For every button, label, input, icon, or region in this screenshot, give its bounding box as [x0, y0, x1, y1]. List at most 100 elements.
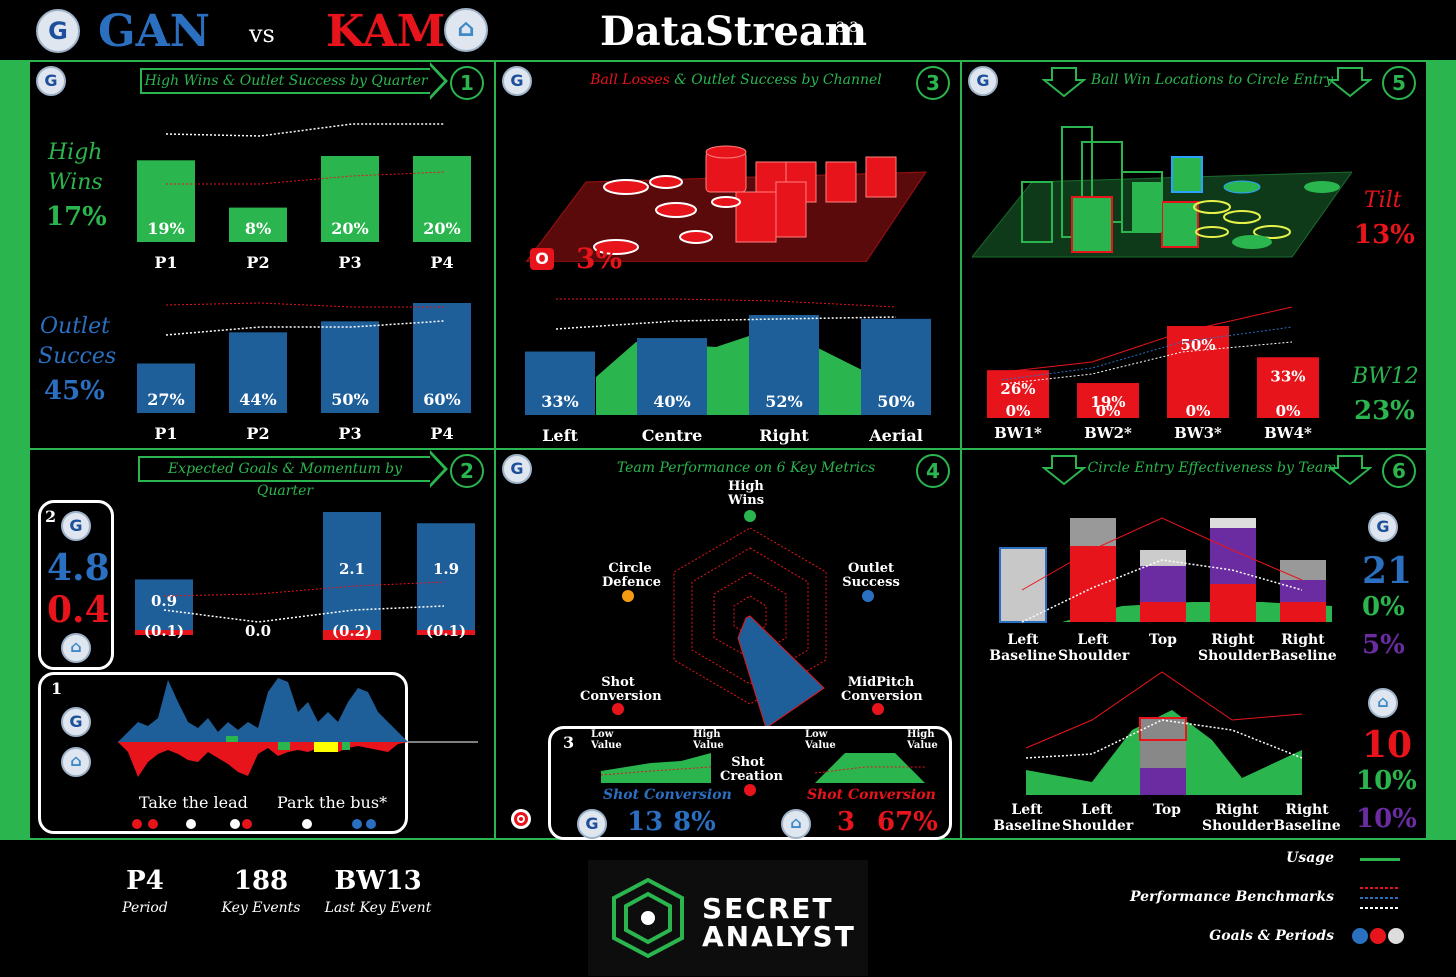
bw-category-label: BW3* — [1174, 424, 1222, 442]
high-wins-value: 17% — [46, 202, 107, 232]
panel-team-performance: Team Performance on 6 Key Metrics 4 High… — [494, 448, 962, 840]
bar-value-label: 20% — [423, 219, 460, 238]
radar-dot-creation — [744, 784, 756, 796]
xg-against-label: (0.2) — [332, 622, 372, 640]
circle-entry-category-label: Left Shoulder — [1062, 802, 1134, 834]
home-logo-icon — [502, 66, 532, 96]
ball-win-chart: 26%0%BW1*19%0%BW2*50%0%BW3*33%0%BW4* — [987, 306, 1319, 442]
circle-entry-category-label: Left Baseline — [989, 632, 1057, 664]
legend-goals-label: Goals & Periods — [1209, 928, 1334, 944]
circle-entry-category-label: Top — [1153, 802, 1181, 818]
radar-dot-high-wins — [744, 510, 756, 522]
panel-number: 1 — [450, 66, 484, 100]
xg-value-label: 2.1 — [339, 560, 365, 578]
xg-value-label: 0.9 — [151, 592, 177, 610]
panel-expected-goals: Expected Goals & Momentum by Quarter 2 2… — [28, 448, 496, 840]
bw-sub-label: 0% — [1096, 402, 1121, 420]
bw-sub-label: 0% — [1276, 402, 1301, 420]
away-green-pct: 10% — [1356, 766, 1417, 796]
ball-loss-pitch-3d — [526, 145, 927, 262]
circle-entry-category-label: Top — [1149, 632, 1177, 648]
bar-value-label: 44% — [239, 390, 276, 409]
away-purple-pct: 10% — [1356, 804, 1417, 834]
bar-right — [749, 315, 819, 415]
bar-value-label: 50% — [331, 390, 368, 409]
last-event-label: Last Key Event — [324, 900, 432, 916]
panel-title: Ball Win Locations to Circle Entry — [1090, 72, 1334, 88]
panel-title: Expected Goals & Momentum by Quarter — [138, 450, 448, 499]
panel-number: 2 — [450, 454, 484, 488]
events-label: Key Events — [221, 900, 301, 916]
away-entries: 10 — [1362, 724, 1413, 766]
panel-title: Ball Losses & Outlet Success by Channel — [590, 72, 882, 88]
category-label: P4 — [430, 253, 453, 272]
right-side-bar — [1428, 60, 1456, 840]
down-arrow-icon — [1328, 67, 1372, 98]
circle-entry-category-label: Left Baseline — [993, 802, 1061, 834]
home-green-pct: 0% — [1362, 592, 1405, 622]
left-side-bar — [0, 60, 28, 840]
bw-bar — [1257, 357, 1319, 418]
radar-label-high-wins: High Wins — [727, 479, 765, 508]
away-logo-icon — [61, 747, 91, 777]
legend-usage-line — [1360, 858, 1400, 861]
away-logo-icon — [781, 809, 811, 839]
goal-period-markers — [132, 819, 376, 829]
home-logo-icon — [502, 454, 532, 484]
away-xg-value: 0.4 — [47, 589, 110, 631]
bw-value-label: 50% — [1180, 336, 1215, 354]
bw-bar — [1077, 383, 1139, 418]
bw-sub-label: 0% — [1186, 402, 1211, 420]
take-lead-label: Take the lead — [139, 793, 248, 812]
bw-value-label: 26% — [1000, 380, 1035, 398]
category-label: P4 — [430, 424, 453, 443]
category-label: Right — [759, 426, 809, 445]
radar-dot-outlet — [862, 590, 874, 602]
tilt-label: Tilt — [1364, 188, 1402, 213]
category-label: Left — [542, 426, 578, 445]
xg-bar — [417, 523, 475, 630]
bar-value-label: 50% — [877, 392, 914, 411]
category-label: P1 — [154, 253, 177, 272]
circle-entry-category-label: Right Shoulder — [1202, 802, 1274, 834]
ball-win-pitch-3d — [972, 126, 1352, 258]
home-team-logo-icon — [36, 9, 80, 53]
outlet-value: 45% — [44, 376, 105, 406]
bar-p2 — [229, 207, 287, 242]
bar-p1 — [137, 160, 195, 242]
category-label: Centre — [642, 426, 703, 445]
bw-category-label: BW1* — [994, 424, 1042, 442]
away-logo-icon — [61, 633, 91, 663]
bar-p3 — [321, 156, 379, 242]
down-arrow-icon — [1042, 455, 1086, 486]
home-logo-icon — [577, 809, 607, 839]
bw-bar — [1167, 326, 1229, 418]
home-purple-pct: 5% — [1362, 630, 1405, 660]
last-event-value: BW13 — [334, 866, 422, 896]
xg-against-bar — [323, 630, 381, 640]
box-number: 2 — [45, 507, 57, 526]
bar-left — [525, 351, 595, 415]
panel-ball-losses: Ball Losses & Outlet Success by Channel … — [494, 60, 962, 450]
category-label: P3 — [338, 253, 361, 272]
panel-title: High Wins & Outlet Success by Quarter — [140, 62, 448, 100]
xg-value-label: 0.0 — [245, 622, 271, 640]
bar-value-label: 40% — [653, 392, 690, 411]
high-value-label-away: High Value — [907, 729, 938, 751]
radar-dot-defence — [622, 590, 634, 602]
bw-category-label: BW4* — [1264, 424, 1312, 442]
xg-against-bar — [417, 630, 475, 635]
radar-chart — [612, 510, 884, 796]
period-label: Period — [122, 900, 168, 916]
shot-conversion-home-label: Shot Conversion — [603, 787, 732, 803]
momentum-box-number: 1 — [51, 679, 63, 698]
channel-outlet-chart: 33% Left 40% Centre 52% Right 50% Aerial — [525, 298, 931, 445]
park-bus-label: Park the bus* — [277, 793, 388, 812]
category-label: P1 — [154, 424, 177, 443]
panel-circle-entry: Circle Entry Effectiveness by Team 6 Lef… — [960, 448, 1428, 840]
momentum-box: 1 Take the lead Park the bus* — [38, 672, 408, 834]
radar-label-circle-defence: Circle Defence — [602, 561, 662, 590]
panel-number: 3 — [916, 66, 950, 100]
outlet-label-2: Succes — [38, 344, 117, 369]
box-number: 3 — [563, 733, 575, 752]
